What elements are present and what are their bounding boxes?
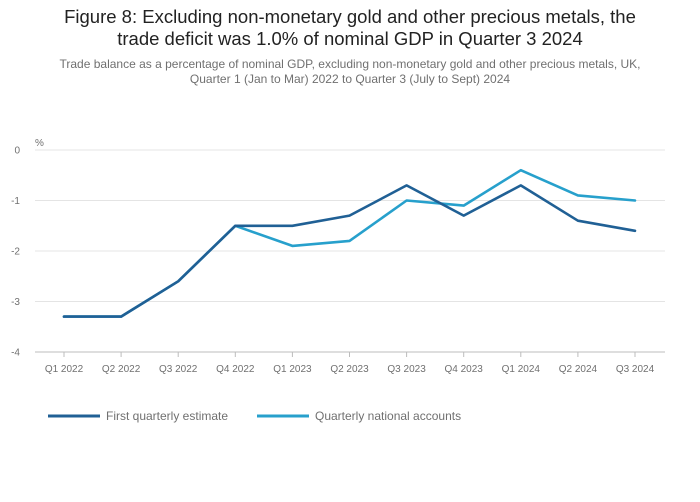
x-tick-label: Q4 2022: [216, 364, 255, 375]
chart-title-line-2: trade deficit was 1.0% of nominal GDP in…: [117, 28, 583, 49]
y-axis: 0 -1 -2 -3 -4: [11, 146, 20, 359]
x-tick-label: Q3 2023: [387, 364, 426, 375]
x-tick-label: Q2 2022: [102, 364, 141, 375]
y-tick-label: 0: [14, 146, 20, 157]
legend: First quarterly estimate Quarterly nation…: [48, 409, 461, 423]
chart-subtitle-line-1: Trade balance as a percentage of nominal…: [59, 57, 641, 71]
chart-title: Figure 8: Excluding non-monetary gold an…: [0, 6, 700, 50]
chart-subtitle-line-2: Quarter 1 (Jan to Mar) 2022 to Quarter 3…: [189, 72, 511, 86]
x-tick-label: Q4 2023: [445, 364, 484, 375]
legend-item: Quarterly national accounts: [257, 409, 461, 423]
x-tick-label: Q1 2022: [45, 364, 84, 375]
x-tick-label: Q2 2023: [330, 364, 369, 375]
x-tick-label: Q2 2024: [559, 364, 598, 375]
series-line-first-quarterly-estimate: [62, 184, 637, 318]
series-line-quarterly-national-accounts: [62, 168, 637, 318]
y-tick-label: -3: [11, 297, 20, 308]
y-tick-label: -1: [11, 196, 20, 207]
x-tick-label: Q3 2024: [616, 364, 655, 375]
y-axis-unit-label: %: [35, 138, 44, 149]
x-tick-label: Q1 2023: [273, 364, 312, 375]
legend-item: First quarterly estimate: [48, 409, 228, 423]
x-axis: Q1 2022 Q2 2022 Q3 2022 Q4 2022 Q1 2023 Q2 20…: [45, 352, 655, 375]
y-tick-label: -4: [11, 348, 20, 359]
legend-label: Quarterly national accounts: [315, 409, 461, 423]
legend-label: First quarterly estimate: [106, 409, 228, 423]
gridlines: [35, 149, 665, 353]
y-tick-label: -2: [11, 247, 20, 258]
chart-title-line-1: Figure 8: Excluding non-monetary gold an…: [64, 6, 636, 27]
chart-subtitle: Trade balance as a percentage of nominal…: [0, 57, 700, 87]
x-tick-label: Q3 2022: [159, 364, 198, 375]
x-tick-label: Q1 2024: [502, 364, 541, 375]
series-lines: [62, 168, 637, 318]
